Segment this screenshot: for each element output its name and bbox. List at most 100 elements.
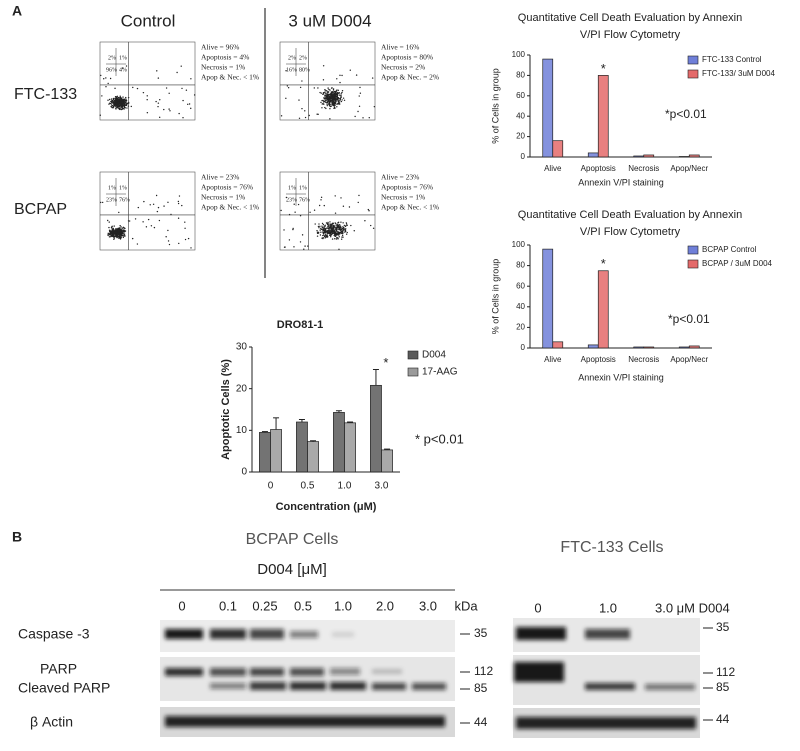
event-dot [292,227,294,230]
event-dot [341,232,343,235]
event-dot [359,92,362,94]
event-dot [322,93,324,96]
bar [270,429,282,473]
event-dot [339,225,342,227]
event-dot [168,243,171,246]
event-dot [107,99,109,101]
protein-label: PARP [40,661,77,677]
event-dot [339,74,341,77]
event-dot [342,236,344,238]
event-dot [333,224,335,226]
event-dot [113,238,115,240]
event-dot [333,94,336,96]
y-axis-label: Apoptotic Cells (%) [220,359,232,460]
chart-title: Quantitative Cell Death Evaluation by An… [518,209,742,221]
event-dot [336,103,338,105]
event-dot [327,223,329,226]
event-dot [326,97,328,100]
event-dot [332,222,335,225]
event-dot [157,105,159,108]
flow-stat: Alive = 16% [381,43,419,52]
event-dot [334,235,336,237]
event-dot [187,103,189,106]
event-dot [294,211,296,213]
event-dot [329,100,332,103]
event-dot [304,116,307,119]
event-dot [332,102,335,104]
event-dot [341,234,344,237]
event-dot [123,227,125,229]
bar [552,341,564,349]
flow-stat: Apop & Nec. < 1% [381,203,439,212]
event-dot [329,233,332,235]
event-dot [324,229,326,231]
bar [688,154,700,158]
event-dot [338,103,341,105]
event-dot [328,104,331,107]
event-dot [178,242,180,245]
bar [542,248,554,349]
significance-mark: * [601,256,606,271]
event-dot [326,90,328,92]
event-dot [124,100,126,102]
event-dot [114,102,116,104]
event-dot [330,91,333,93]
chart-title: Quantitative Cell Death Evaluation by An… [518,12,742,24]
event-dot [359,86,361,89]
event-dot [329,89,331,91]
event-dot [112,100,114,103]
x-tick-label: Apop/Necr [670,164,708,173]
lane-label: 0.5 [294,598,312,613]
event-dot [109,102,112,105]
event-dot [320,227,322,230]
event-dot [328,102,330,105]
x-tick-label: Necrosis [628,355,659,364]
event-dot [322,237,324,239]
event-dot [330,231,333,233]
event-dot [146,99,148,101]
event-dot [165,87,168,89]
event-dot [121,231,124,233]
event-dot [316,235,319,237]
event-dot [320,231,322,233]
event-dot [338,102,341,104]
note: *p<0.01 [668,312,710,326]
event-dot [332,225,334,227]
event-dot [125,104,128,107]
event-dot [117,100,119,103]
event-dot [319,234,322,236]
event-dot [329,221,331,223]
event-dot [120,234,123,236]
event-dot [111,235,114,238]
error-bar [261,431,268,433]
quadrant-value: 2% [108,55,116,61]
event-dot [146,112,149,114]
event-dot [323,235,326,238]
event-dot [329,225,332,228]
size-marker: 85 [474,681,488,695]
event-dot [107,82,109,85]
event-dot [283,229,285,231]
bar [643,154,655,158]
y-tick-label: 80 [516,261,525,270]
y-tick-label: 60 [516,91,525,100]
chart-title: DRO81-1 [277,319,323,331]
event-dot [116,236,118,239]
x-tick-label: Apoptosis [581,164,616,173]
event-dot [326,103,328,106]
event-dot [344,231,346,233]
event-dot [372,227,375,229]
event-dot [350,224,352,227]
event-dot [285,70,287,72]
event-dot [177,202,180,205]
event-dot [167,229,169,232]
flow-plot: 1% 1%23% 76%Alive = 23%Apoptosis = 76%Necr… [279,171,439,251]
y-tick-label: 40 [516,302,525,311]
event-dot [332,229,334,231]
event-dot [326,227,328,229]
protein-label: Cleaved PARP [18,680,110,696]
quadrant-value: 1% [119,55,127,61]
x-tick-label: 0 [268,481,274,492]
event-dot [336,231,339,233]
event-dot [180,65,182,67]
